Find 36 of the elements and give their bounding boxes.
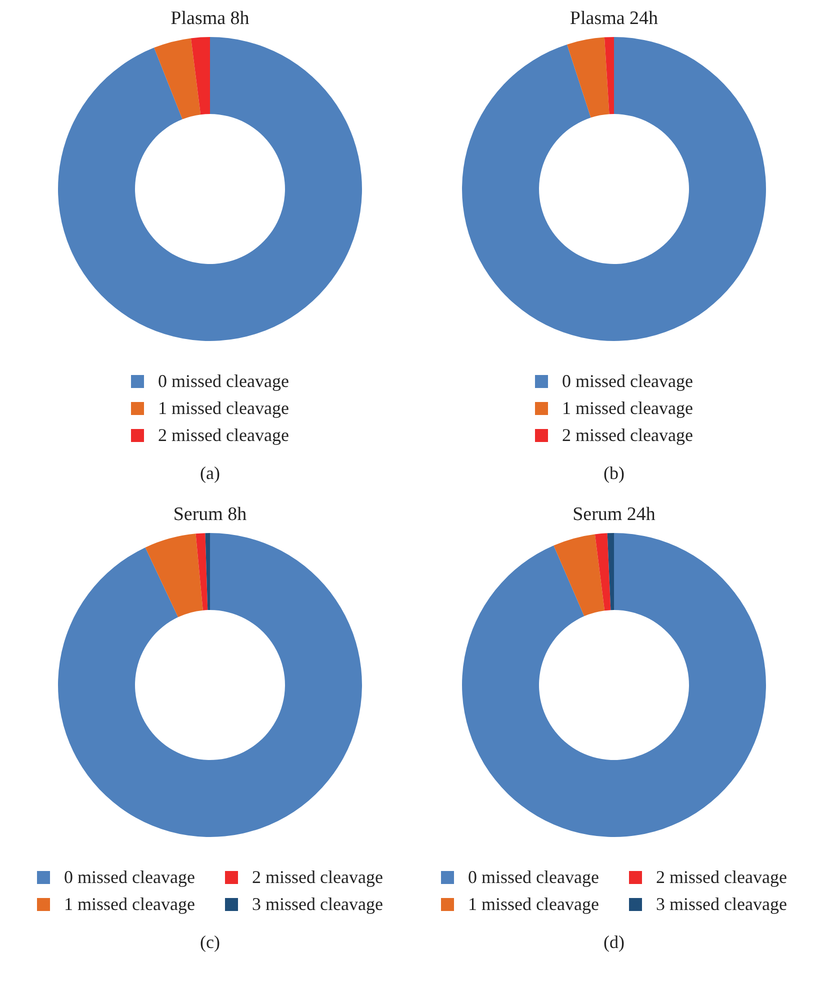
legend-label: 1 missed cleavage: [468, 894, 599, 915]
legend-label: 0 missed cleavage: [468, 867, 599, 888]
donut-slice: [145, 534, 203, 618]
donut-slice: [58, 37, 362, 341]
donut-slice: [196, 533, 208, 610]
donut-slice: [554, 534, 605, 616]
donut-slice: [205, 533, 210, 610]
donut-slice: [607, 533, 614, 610]
legend-label: 2 missed cleavage: [158, 425, 289, 446]
text: (b): [604, 463, 624, 484]
donut-slice: [567, 37, 610, 118]
legend-label: 2 missed cleavage: [656, 867, 787, 888]
donut-slice: [154, 38, 201, 120]
donut-slice: [594, 533, 611, 611]
legend-label: 1 missed cleavage: [64, 894, 195, 915]
text: (a): [200, 463, 220, 484]
legend-label: 3 missed cleavage: [656, 894, 787, 915]
legend-label: 3 missed cleavage: [252, 894, 383, 915]
chart-title: Plasma 8h: [170, 8, 250, 31]
chart-title: Serum 24h: [572, 504, 656, 527]
text: (c): [200, 932, 220, 953]
legend-label: 2 missed cleavage: [252, 867, 383, 888]
legend-label: 0 missed cleavage: [64, 867, 195, 888]
legend-label: 0 missed cleavage: [562, 371, 693, 392]
legend-label: 0 missed cleavage: [158, 371, 289, 392]
chart-title: Plasma 24h: [570, 8, 658, 31]
donut-slice: [604, 37, 614, 114]
donut-slice: [190, 37, 210, 115]
legend-label: 2 missed cleavage: [562, 425, 693, 446]
text: (d): [604, 932, 624, 953]
donut-slice: [462, 37, 766, 341]
donut-slice: [58, 533, 362, 837]
donut-slice: [462, 533, 766, 837]
legend-label: 1 missed cleavage: [158, 398, 289, 419]
chart-title: Serum 8h: [173, 504, 247, 527]
legend-label: 1 missed cleavage: [562, 398, 693, 419]
